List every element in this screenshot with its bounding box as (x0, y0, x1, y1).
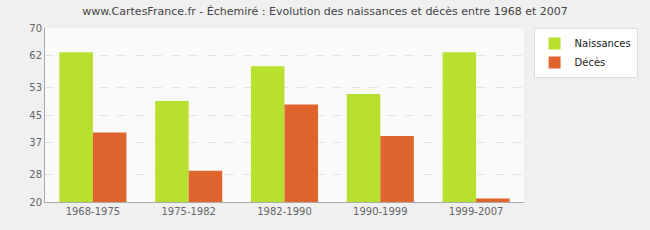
svg-text:Naissances: Naissances (575, 38, 631, 49)
svg-text:1990-1999: 1990-1999 (353, 206, 408, 217)
svg-text:45: 45 (29, 110, 42, 121)
svg-text:Décès: Décès (575, 57, 606, 68)
svg-text:1968-1975: 1968-1975 (66, 206, 121, 217)
svg-text:62: 62 (29, 50, 42, 61)
svg-text:www.CartesFrance.fr - Échemiré: www.CartesFrance.fr - Échemiré : Evoluti… (82, 5, 568, 18)
svg-text:1982-1990: 1982-1990 (257, 206, 312, 217)
svg-text:37: 37 (29, 137, 42, 148)
svg-text:1975-1982: 1975-1982 (161, 206, 216, 217)
svg-text:1999-2007: 1999-2007 (449, 206, 504, 217)
svg-text:70: 70 (29, 23, 42, 34)
svg-text:20: 20 (29, 197, 42, 208)
svg-text:53: 53 (29, 82, 42, 93)
svg-text:28: 28 (29, 169, 42, 180)
